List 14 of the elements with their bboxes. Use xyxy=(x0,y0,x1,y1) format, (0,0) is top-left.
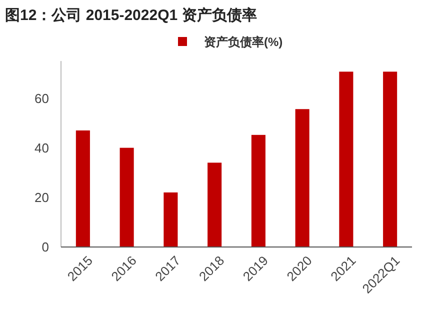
bar xyxy=(339,72,354,247)
bar xyxy=(208,162,222,247)
bar xyxy=(120,148,134,247)
bar xyxy=(383,72,398,247)
y-tick-label: 20 xyxy=(34,190,49,205)
legend-label: 资产负债率(%) xyxy=(204,35,283,49)
chart-title: 图12：公司 2015-2022Q1 资产负债率 xyxy=(5,6,257,24)
y-tick-label: 60 xyxy=(34,90,49,106)
bar xyxy=(76,130,90,247)
y-tick-label: 0 xyxy=(42,240,49,255)
y-tick-label: 40 xyxy=(34,140,49,156)
bar xyxy=(251,134,266,247)
bar xyxy=(164,192,178,247)
bar xyxy=(295,109,310,247)
